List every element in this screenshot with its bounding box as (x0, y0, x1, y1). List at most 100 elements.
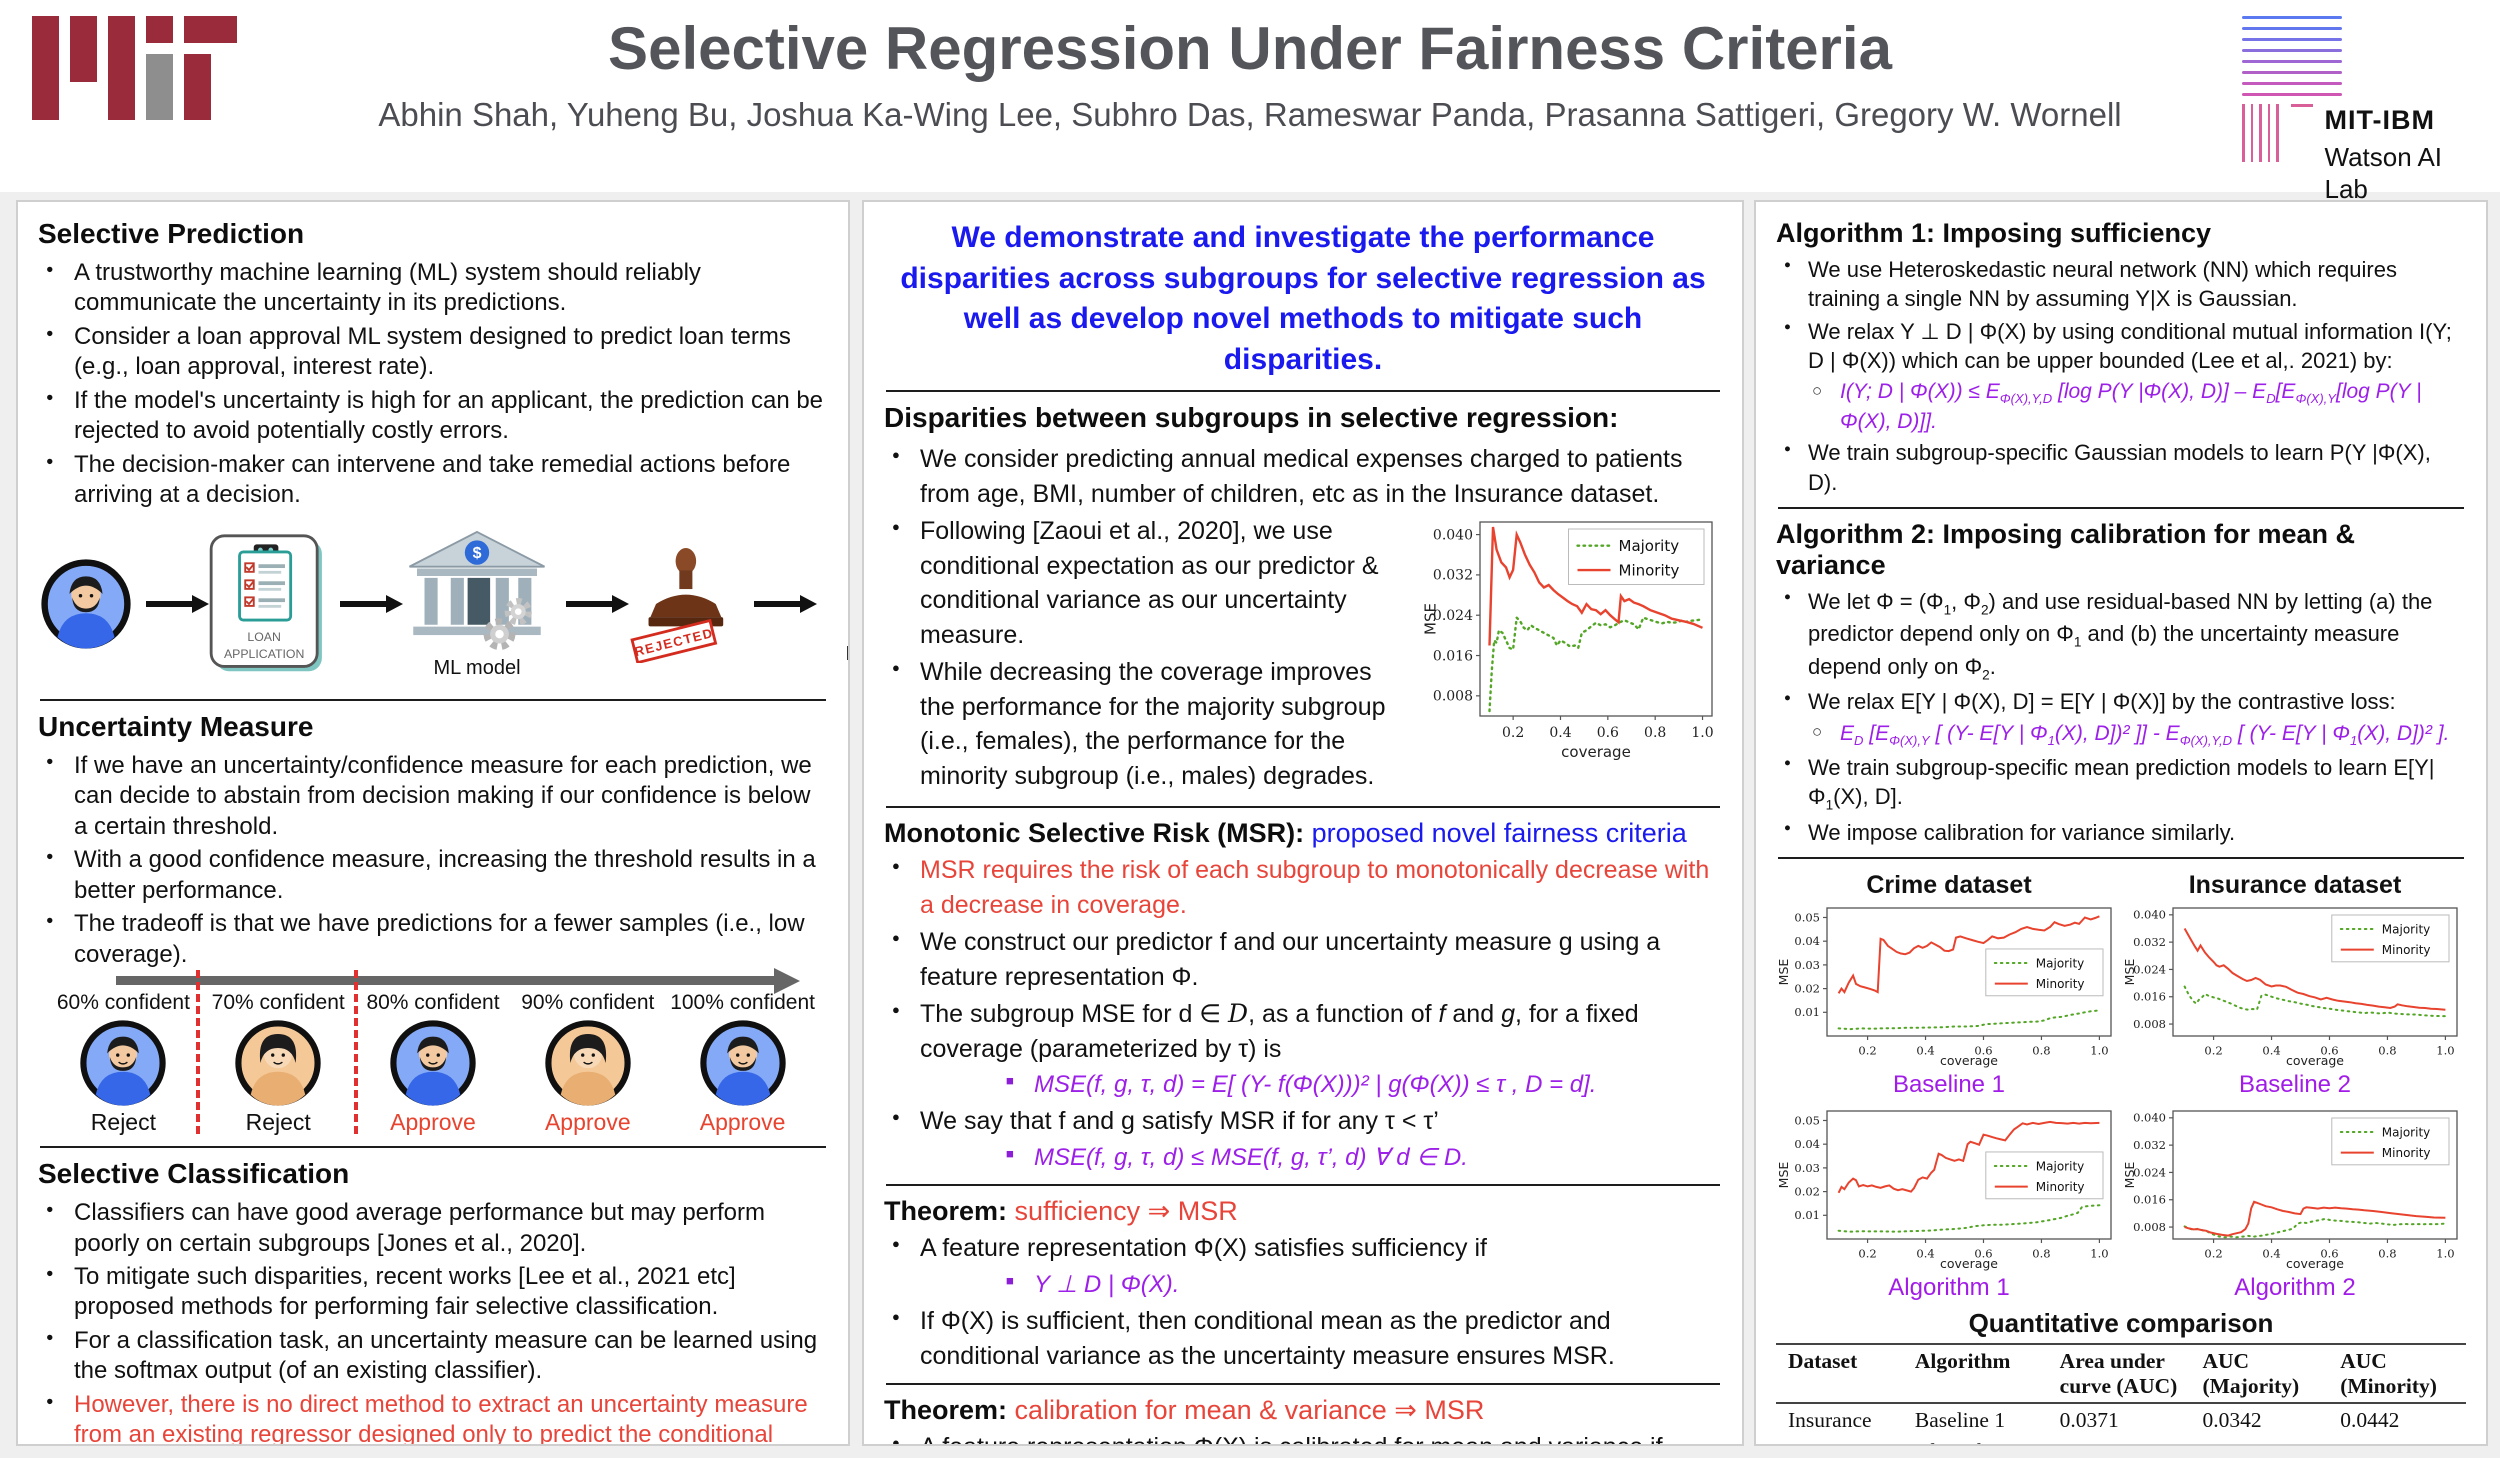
confidence-scale-diagram: 60% confident Reject 70% confident Reject 80… (38, 968, 828, 1136)
committee-figure: Human credit committee (816, 519, 848, 689)
mit-logo (32, 16, 237, 120)
flow-arrow-icon (566, 594, 629, 613)
svg-text:0.02: 0.02 (1794, 1184, 1820, 1198)
svg-text:1.0: 1.0 (2090, 1043, 2108, 1057)
quantitative-comparison-table: Dataset Algorithm Area under curve (AUC)… (1776, 1343, 2466, 1444)
table-cell: Baseline 1 (1902, 1402, 2048, 1436)
col-auc-majority: AUC (Majority) (2202, 1348, 2300, 1398)
bullet: While decreasing the coverage improves t… (884, 655, 1722, 793)
svg-text:0.040: 0.040 (2133, 908, 2166, 922)
results-figure-grid: Crime dataset Insurance dataset 0.01 0.02… (1776, 869, 2468, 1306)
svg-text:0.8: 0.8 (2378, 1246, 2396, 1260)
divider (1778, 856, 2464, 859)
confidence-scale-columns: 60% confident Reject 70% confident Reject 80… (46, 991, 820, 1136)
insurance-algorithm2-chart: 0.008 0.016 0.024 0.032 0.040 0.2 0.4 0.6 0.8 1.0… (2122, 1110, 2458, 1271)
figure-baseline-1: 0.01 0.02 0.03 0.04 0.05 0.2 0.4 0.6 0.8 1.0 MSE co… (1776, 900, 2122, 1103)
svg-text:0.6: 0.6 (2320, 1043, 2338, 1057)
confidence-label: 90% confident (521, 991, 655, 1015)
figure-baseline-2: 0.008 0.016 0.024 0.032 0.040 0.2 0.4 0.6 0.8 1.0… (2122, 900, 2468, 1103)
threshold-dashed-line (196, 970, 200, 1135)
bullet: We consider predicting annual medical ex… (884, 442, 1722, 511)
decision-label: Approve (390, 1109, 476, 1136)
confidence-label: 60% confident (56, 991, 190, 1015)
svg-text:0.024: 0.024 (2133, 1165, 2166, 1179)
svg-text:0.032: 0.032 (2133, 935, 2166, 949)
figure-algorithm-1: 0.01 0.02 0.03 0.04 0.05 0.2 0.4 0.6 0.8 1.0 MSE co… (1776, 1103, 2122, 1306)
poster-body: Selective Prediction A trustworthy machi… (0, 192, 2500, 1458)
svg-text:coverage: coverage (1940, 1256, 1998, 1271)
svg-text:0.008: 0.008 (2133, 1220, 2166, 1234)
svg-text:Minority: Minority (2036, 1180, 2085, 1194)
bullet: For a classification task, an uncertaint… (38, 1326, 828, 1387)
crime-baseline1-chart: 0.01 0.02 0.03 0.04 0.05 0.2 0.4 0.6 0.8 1.0 MSE co… (1776, 907, 2112, 1068)
confidence-column: 70% confident Reject (201, 991, 356, 1136)
panel-selective-prediction: Selective Prediction A trustworthy machi… (16, 200, 850, 1446)
selective-classification-heading: Selective Classification (38, 1158, 350, 1190)
msr-heading-black: Monotonic Selective Risk (MSR): (884, 818, 1305, 848)
divider (886, 806, 1720, 808)
loan-application-icon: LOAN APPLICATION (209, 534, 322, 671)
rejected-stamp-figure: REJECTED (628, 545, 740, 663)
selective-prediction-heading: Selective Prediction (38, 218, 305, 249)
table-cell: 0.0342 (2190, 1402, 2329, 1436)
decision-label: Approve (699, 1109, 786, 1136)
svg-text:0.01: 0.01 (1794, 1005, 1820, 1019)
page-title: Selective Regression Under Fairness Crit… (608, 15, 1892, 82)
confidence-column: 80% confident Approve (356, 991, 511, 1136)
sufficiency-formula: Y ⊥ D | Φ(X). (1004, 1269, 1722, 1301)
ml-model-label: ML model (433, 657, 521, 680)
algorithm1-heading: Algorithm 1: Imposing sufficiency (1776, 218, 2212, 248)
bullet: Following [Zaoui et al., 2020], we use c… (884, 514, 1722, 652)
figure-caption: Algorithm 2 (2234, 1273, 2356, 1301)
quantitative-comparison-heading: Quantitative comparison (1968, 1307, 2274, 1338)
svg-text:0.01: 0.01 (1794, 1208, 1820, 1222)
bullet: We relax E[Y | Φ(X), D] = E[Y | Φ(X)] by… (1776, 687, 2466, 716)
male-avatar-icon (80, 1020, 167, 1106)
divider (886, 390, 1720, 392)
disparities-heading: Disparities between subgroups in selecti… (884, 402, 1619, 433)
authors-line: Abhin Shah, Yuheng Bu, Joshua Ka-Wing Le… (378, 96, 2122, 133)
committee-label: Human credit committee (830, 643, 848, 689)
svg-text:0.024: 0.024 (2133, 962, 2166, 976)
table-cell: 0.0371 (2047, 1402, 2191, 1436)
bullet: We construct our predictor f and our unc… (884, 925, 1722, 994)
flow-arrow-icon (754, 594, 817, 613)
panel-algorithms-results: Algorithm 1: Imposing sufficiency We use… (1754, 200, 2488, 1446)
svg-text:0.6: 0.6 (1974, 1043, 1992, 1057)
svg-text:0.04: 0.04 (1794, 1137, 1820, 1151)
svg-text:MSE: MSE (2123, 1161, 2137, 1188)
flow-arrow-icon (146, 594, 209, 613)
table-cell: 0.0167 (2328, 1436, 2466, 1444)
main-claim: We demonstrate and investigate the perfo… (900, 221, 1706, 376)
confidence-axis-arrow-icon (116, 968, 800, 995)
bullet: We relax Y ⊥ D | Φ(X) by using condition… (1776, 317, 2466, 376)
svg-text:$: $ (473, 545, 482, 562)
confidence-label: 80% confident (366, 991, 500, 1015)
table-cell: 0.0442 (2328, 1402, 2466, 1436)
svg-text:Majority: Majority (2382, 1125, 2430, 1139)
bullet: If the model's uncertainty is high for a… (38, 386, 828, 447)
loan-label-line2: APPLICATION (224, 647, 304, 661)
col-algorithm: Algorithm (1914, 1348, 2011, 1373)
col-auc-minority: AUC (Minority) (2340, 1348, 2437, 1398)
svg-text:Majority: Majority (2036, 956, 2084, 970)
mse-definition-formula: MSE(f, g, τ, d) = E[ (Y- f(Φ(X)))² | g(Φ… (1004, 1069, 1722, 1101)
lab-subtitle: Watson AI Lab (2324, 142, 2443, 204)
loan-label-line1: LOAN (247, 630, 281, 644)
decision-label: Reject (90, 1109, 156, 1136)
svg-text:0.03: 0.03 (1794, 1161, 1820, 1175)
male-avatar-icon (390, 1020, 476, 1106)
svg-text:Majority: Majority (2382, 922, 2430, 936)
lab-name: MIT-IBM (2324, 105, 2435, 135)
figure-caption: Baseline 1 (1892, 1070, 2006, 1098)
confidence-label: 70% confident (211, 991, 345, 1015)
cmi-bound-formula: I(Y; D | Φ(X)) ≤ EΦ(X),Y,D [log P(Y |Φ(X… (1806, 378, 2466, 435)
lab-logo-vlines (2242, 104, 2313, 166)
rejected-stamp-icon: REJECTED (630, 547, 724, 663)
loan-pipeline-diagram: LOAN APPLICATION $ (40, 519, 848, 689)
panel-contributions: We demonstrate and investigate the perfo… (862, 200, 1744, 1446)
svg-text:0.2: 0.2 (1858, 1246, 1876, 1260)
svg-text:1.0: 1.0 (2436, 1246, 2454, 1260)
svg-text:0.6: 0.6 (2320, 1246, 2338, 1260)
crime-algorithm1-chart: 0.01 0.02 0.03 0.04 0.05 0.2 0.4 0.6 0.8 1.0 MSE co… (1776, 1110, 2112, 1271)
